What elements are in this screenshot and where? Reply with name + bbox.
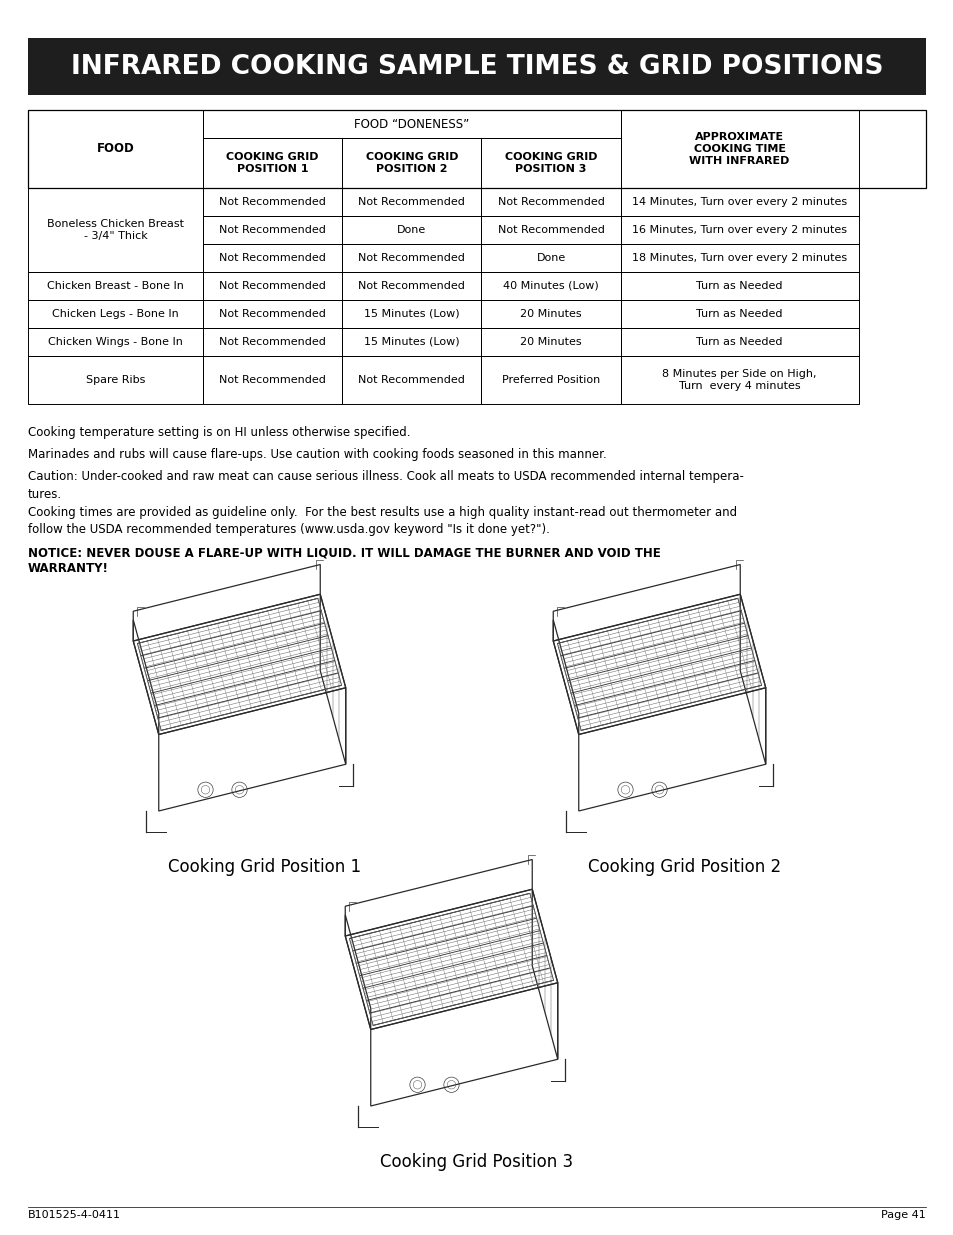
- Bar: [481, 329, 620, 356]
- Bar: [342, 188, 481, 216]
- Bar: [203, 300, 342, 329]
- Text: Cooking Grid Position 2: Cooking Grid Position 2: [588, 858, 781, 876]
- Bar: [342, 329, 481, 356]
- Text: Not Recommended: Not Recommended: [358, 253, 465, 263]
- Text: COOKING GRID
POSITION 1: COOKING GRID POSITION 1: [226, 152, 318, 174]
- Text: Preferred Position: Preferred Position: [501, 375, 599, 385]
- Text: Marinades and rubs will cause flare-ups. Use caution with cooking foods seasoned: Marinades and rubs will cause flare-ups.…: [28, 448, 606, 461]
- Bar: [28, 272, 203, 300]
- Text: Not Recommended: Not Recommended: [219, 225, 326, 235]
- Bar: [620, 329, 858, 356]
- Bar: [28, 188, 203, 272]
- Bar: [342, 245, 481, 272]
- Text: Boneless Chicken Breast
- 3/4" Thick: Boneless Chicken Breast - 3/4" Thick: [47, 219, 184, 241]
- Text: APPROXIMATE
COOKING TIME
WITH INFRARED: APPROXIMATE COOKING TIME WITH INFRARED: [689, 132, 789, 165]
- Bar: [620, 188, 858, 216]
- Text: Not Recommended: Not Recommended: [219, 309, 326, 319]
- Bar: [620, 272, 858, 300]
- Text: Chicken Breast - Bone In: Chicken Breast - Bone In: [47, 282, 184, 291]
- Bar: [342, 216, 481, 245]
- Text: Done: Done: [536, 253, 565, 263]
- Bar: [620, 110, 858, 188]
- Text: COOKING GRID
POSITION 3: COOKING GRID POSITION 3: [504, 152, 597, 174]
- Bar: [342, 138, 481, 188]
- Text: Not Recommended: Not Recommended: [358, 198, 465, 207]
- Bar: [481, 272, 620, 300]
- Bar: [203, 138, 342, 188]
- Bar: [620, 245, 858, 272]
- Bar: [481, 216, 620, 245]
- Text: Not Recommended: Not Recommended: [497, 198, 604, 207]
- Text: Spare Ribs: Spare Ribs: [86, 375, 145, 385]
- Text: COOKING GRID
POSITION 2: COOKING GRID POSITION 2: [365, 152, 457, 174]
- Text: Not Recommended: Not Recommended: [219, 375, 326, 385]
- Text: 40 Minutes (Low): 40 Minutes (Low): [502, 282, 598, 291]
- Text: Cooking temperature setting is on HI unless otherwise specified.: Cooking temperature setting is on HI unl…: [28, 426, 410, 438]
- Text: 15 Minutes (Low): 15 Minutes (Low): [364, 309, 459, 319]
- Bar: [203, 272, 342, 300]
- Text: Not Recommended: Not Recommended: [497, 225, 604, 235]
- Text: Not Recommended: Not Recommended: [219, 253, 326, 263]
- Text: Not Recommended: Not Recommended: [219, 337, 326, 347]
- Text: Cooking Grid Position 1: Cooking Grid Position 1: [169, 858, 361, 876]
- Bar: [620, 356, 858, 404]
- Text: Not Recommended: Not Recommended: [219, 198, 326, 207]
- Text: Cooking times are provided as guideline only.  For the best results use a high q: Cooking times are provided as guideline …: [28, 506, 737, 536]
- Bar: [28, 110, 203, 188]
- Text: FOOD: FOOD: [96, 142, 134, 156]
- Bar: [342, 356, 481, 404]
- Bar: [342, 272, 481, 300]
- Text: 15 Minutes (Low): 15 Minutes (Low): [364, 337, 459, 347]
- Bar: [481, 300, 620, 329]
- Text: Cooking Grid Position 3: Cooking Grid Position 3: [380, 1153, 573, 1171]
- Text: FOOD “DONENESS”: FOOD “DONENESS”: [354, 117, 469, 131]
- Text: Turn as Needed: Turn as Needed: [696, 282, 782, 291]
- Bar: [481, 188, 620, 216]
- Text: 18 Minutes, Turn over every 2 minutes: 18 Minutes, Turn over every 2 minutes: [632, 253, 846, 263]
- Text: 16 Minutes, Turn over every 2 minutes: 16 Minutes, Turn over every 2 minutes: [632, 225, 846, 235]
- Text: Not Recommended: Not Recommended: [358, 375, 465, 385]
- Bar: [28, 38, 925, 95]
- Bar: [342, 300, 481, 329]
- Bar: [28, 356, 203, 404]
- Text: 14 Minutes, Turn over every 2 minutes: 14 Minutes, Turn over every 2 minutes: [632, 198, 846, 207]
- Text: Page 41: Page 41: [881, 1210, 925, 1220]
- Bar: [28, 110, 925, 188]
- Text: Not Recommended: Not Recommended: [219, 282, 326, 291]
- Bar: [28, 329, 203, 356]
- Text: Chicken Wings - Bone In: Chicken Wings - Bone In: [48, 337, 183, 347]
- Text: Done: Done: [396, 225, 426, 235]
- Bar: [203, 245, 342, 272]
- Bar: [203, 356, 342, 404]
- Text: NOTICE: NEVER DOUSE A FLARE-UP WITH LIQUID. IT WILL DAMAGE THE BURNER AND VOID T: NOTICE: NEVER DOUSE A FLARE-UP WITH LIQU…: [28, 546, 660, 559]
- Text: INFRARED COOKING SAMPLE TIMES & GRID POSITIONS: INFRARED COOKING SAMPLE TIMES & GRID POS…: [71, 53, 882, 79]
- Text: 20 Minutes: 20 Minutes: [519, 309, 581, 319]
- Bar: [481, 138, 620, 188]
- Bar: [481, 245, 620, 272]
- Bar: [203, 110, 620, 138]
- Bar: [620, 216, 858, 245]
- Bar: [203, 188, 342, 216]
- Text: B101525-4-0411: B101525-4-0411: [28, 1210, 121, 1220]
- Text: 20 Minutes: 20 Minutes: [519, 337, 581, 347]
- Bar: [203, 216, 342, 245]
- Bar: [28, 300, 203, 329]
- Bar: [620, 300, 858, 329]
- Text: Chicken Legs - Bone In: Chicken Legs - Bone In: [52, 309, 179, 319]
- Text: WARRANTY!: WARRANTY!: [28, 562, 109, 576]
- Bar: [481, 356, 620, 404]
- Text: 8 Minutes per Side on High,
Turn  every 4 minutes: 8 Minutes per Side on High, Turn every 4…: [661, 369, 816, 391]
- Text: Not Recommended: Not Recommended: [358, 282, 465, 291]
- Bar: [203, 329, 342, 356]
- Text: Caution: Under-cooked and raw meat can cause serious illness. Cook all meats to : Caution: Under-cooked and raw meat can c…: [28, 471, 743, 500]
- Text: Turn as Needed: Turn as Needed: [696, 309, 782, 319]
- Text: Turn as Needed: Turn as Needed: [696, 337, 782, 347]
